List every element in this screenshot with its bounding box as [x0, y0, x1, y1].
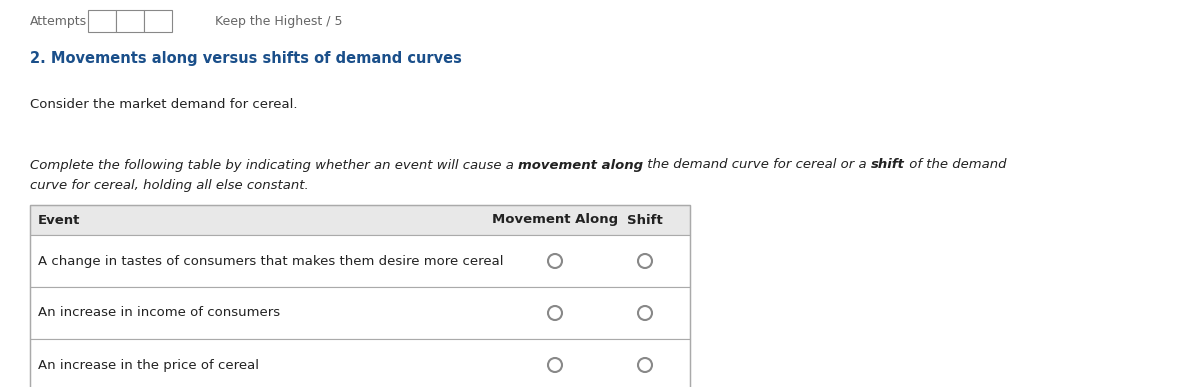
Text: An increase in income of consumers: An increase in income of consumers — [38, 307, 280, 320]
Bar — [30, 205, 690, 387]
Text: movement along: movement along — [518, 159, 643, 171]
Text: An increase in the price of cereal: An increase in the price of cereal — [38, 358, 259, 372]
Text: Consider the market demand for cereal.: Consider the market demand for cereal. — [30, 99, 298, 111]
Text: 2. Movements along versus shifts of demand curves: 2. Movements along versus shifts of dema… — [30, 50, 462, 65]
Text: Shift: Shift — [628, 214, 662, 226]
Bar — [144, 10, 172, 32]
Bar — [30, 235, 690, 287]
Bar — [88, 10, 116, 32]
Text: curve for cereal, holding all else constant.: curve for cereal, holding all else const… — [30, 178, 308, 192]
Text: Attempts: Attempts — [30, 15, 88, 29]
Bar — [116, 10, 144, 32]
Text: of the demand: of the demand — [905, 159, 1007, 171]
Bar — [30, 339, 690, 387]
Text: the demand curve for cereal or a: the demand curve for cereal or a — [643, 159, 871, 171]
Bar — [30, 287, 690, 339]
Bar — [30, 205, 690, 235]
Text: shift: shift — [871, 159, 905, 171]
Text: A change in tastes of consumers that makes them desire more cereal: A change in tastes of consumers that mak… — [38, 255, 504, 267]
Text: Event: Event — [38, 214, 80, 226]
Text: Movement Along: Movement Along — [492, 214, 618, 226]
Text: Complete the following table by indicating whether an event will cause a: Complete the following table by indicati… — [30, 159, 518, 171]
Text: Keep the Highest / 5: Keep the Highest / 5 — [215, 15, 342, 29]
